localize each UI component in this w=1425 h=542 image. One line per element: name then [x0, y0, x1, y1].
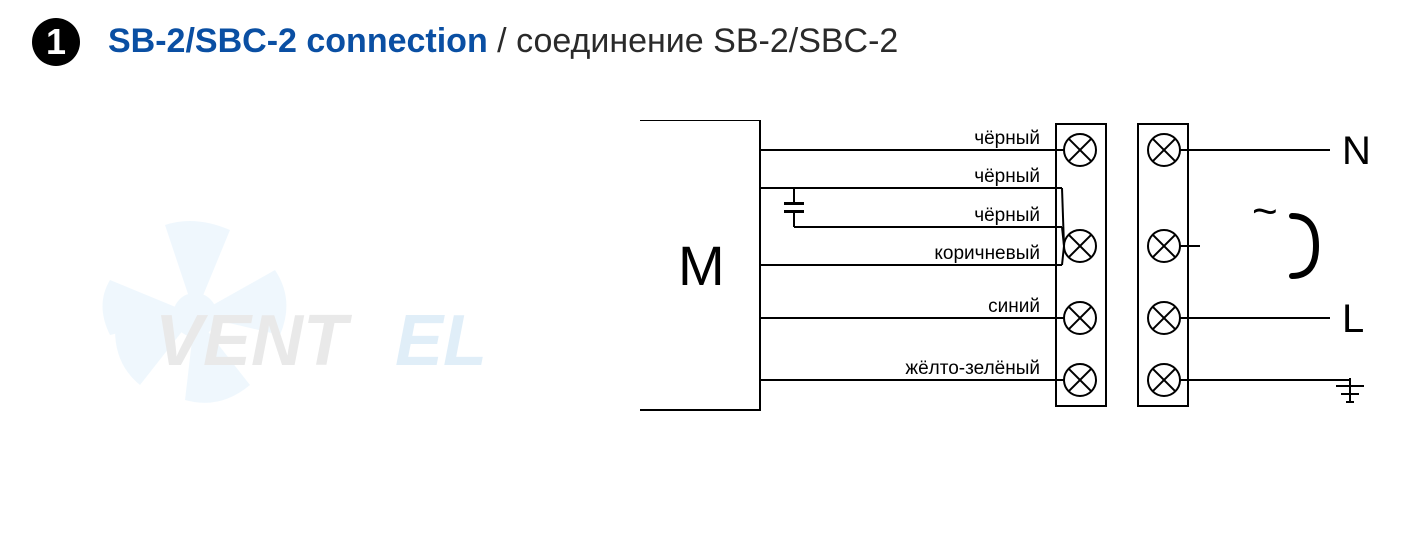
svg-text:M: M	[678, 234, 725, 297]
svg-text:чёрный: чёрный	[974, 166, 1040, 187]
svg-text:жёлто-зелёный: жёлто-зелёный	[905, 358, 1040, 379]
section-title: SB-2/SBC-2 connection / соединение SB-2/…	[108, 22, 898, 61]
ventel-watermark: VENT EL	[95, 195, 555, 435]
title-en: SB-2/SBC-2 connection	[108, 22, 488, 60]
title-separator: /	[488, 22, 516, 60]
svg-text:коричневый: коричневый	[934, 243, 1040, 264]
svg-text:~: ~	[1252, 187, 1278, 236]
wiring-diagram: Mчёрный чёрный чёрный коричневый синий жёлто-…	[640, 120, 1400, 430]
svg-text:чёрный: чёрный	[974, 128, 1040, 149]
svg-text:L: L	[1342, 297, 1364, 341]
svg-text:синий: синий	[988, 296, 1040, 317]
svg-text:N: N	[1342, 129, 1371, 173]
svg-text:EL: EL	[395, 301, 487, 381]
svg-text:VENT: VENT	[155, 301, 353, 381]
svg-text:чёрный: чёрный	[974, 205, 1040, 226]
title-ru: соединение SB-2/SBC-2	[516, 22, 898, 60]
section-bullet: 1	[32, 18, 80, 66]
